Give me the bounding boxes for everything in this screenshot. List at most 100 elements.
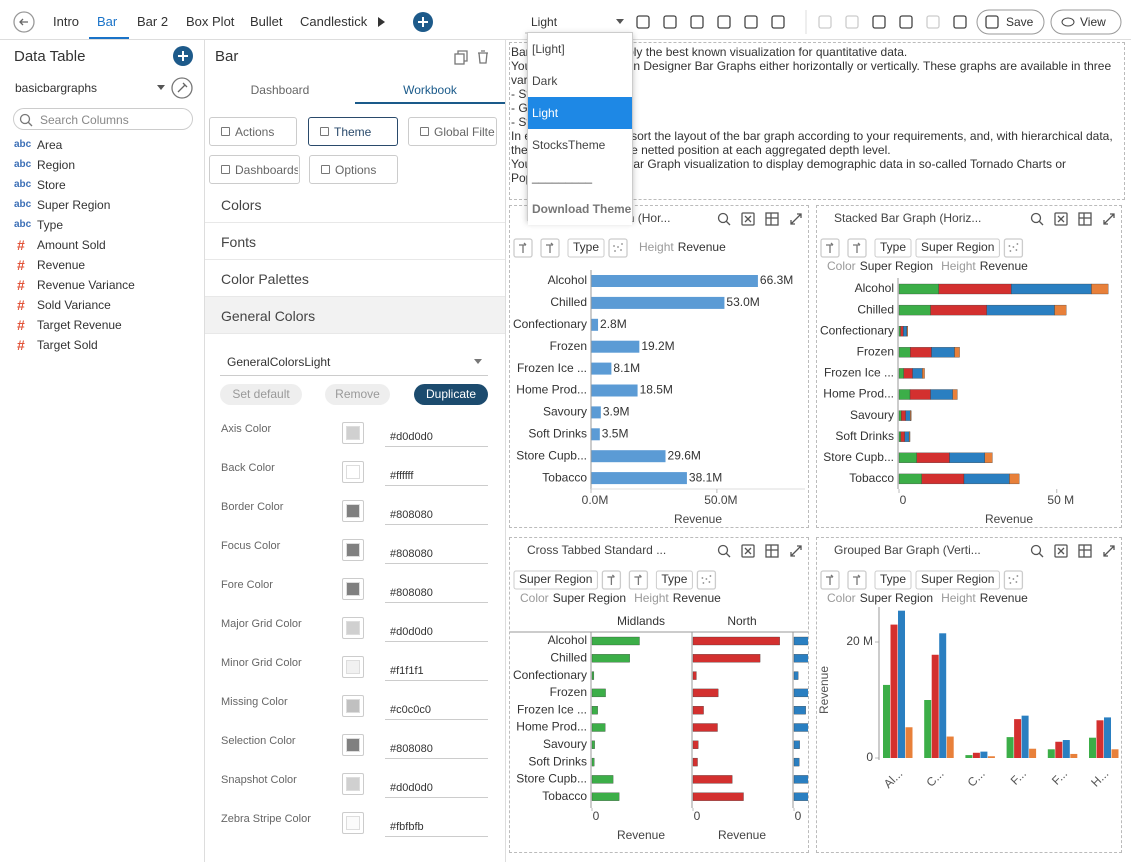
select-underline	[220, 375, 488, 376]
bar	[939, 633, 947, 758]
y-axis-label: Revenue	[817, 666, 831, 714]
bar	[692, 757, 698, 767]
action-button[interactable]: Set default	[220, 384, 302, 405]
column-name[interactable]: Revenue Variance	[37, 278, 135, 292]
property-button[interactable]	[209, 117, 297, 146]
panel-tab[interactable]: Dashboard	[250, 83, 310, 97]
chart-title: Cross Tabbed Standard ...	[527, 543, 666, 557]
panel-tab[interactable]: Workbook	[403, 83, 457, 97]
button-icon	[221, 127, 230, 136]
menu-item[interactable]: Download Theme	[528, 193, 632, 225]
bar	[591, 723, 606, 732]
field-button-label: Super Region	[921, 572, 994, 586]
column-name[interactable]: Target Sold	[37, 338, 98, 352]
icon-part	[845, 15, 859, 29]
category-label: Frozen Ice ...	[824, 366, 894, 380]
section-header[interactable]	[205, 223, 505, 260]
icon-part	[741, 544, 755, 558]
column-name[interactable]: Store	[37, 178, 66, 192]
section-header[interactable]	[205, 297, 505, 334]
icon	[1078, 544, 1092, 558]
icon-part	[620, 249, 622, 251]
column-name[interactable]: Area	[37, 138, 63, 152]
palette-select[interactable]: GeneralColorsLight	[227, 355, 331, 369]
tab[interactable]: Candlestick	[300, 14, 368, 29]
icon	[820, 570, 840, 590]
theme-select[interactable]: Light	[531, 15, 558, 29]
column-type: #	[17, 297, 25, 313]
tab[interactable]: Box Plot	[186, 14, 235, 29]
bar	[692, 792, 744, 801]
field-button[interactable]	[513, 570, 598, 590]
menu-item[interactable]: StocksTheme	[528, 129, 632, 161]
action-button[interactable]: Remove	[325, 384, 390, 405]
section-header[interactable]	[205, 260, 505, 297]
bar	[890, 624, 898, 758]
color-label: Snapshot Color	[221, 774, 297, 786]
icon	[741, 212, 755, 226]
category-label: C...	[965, 766, 988, 789]
icon	[1030, 212, 1044, 226]
category-label: Confectionary	[820, 323, 894, 337]
tab[interactable]: Bullet	[250, 14, 283, 29]
icon-part	[853, 574, 861, 585]
chart: Stacked Bar Graph (Horiz... Type Super Reg…	[820, 211, 1115, 526]
field-button[interactable]	[915, 570, 1000, 590]
icon-part	[744, 547, 752, 555]
icon	[1054, 212, 1068, 226]
bar	[793, 792, 808, 801]
x-axis-label: Revenue	[985, 512, 1033, 526]
section-header[interactable]	[205, 186, 505, 223]
bar-segment	[912, 368, 923, 379]
bar	[793, 654, 808, 663]
search-box[interactable]	[13, 108, 193, 130]
source-select[interactable]: basicbargraphs	[15, 81, 98, 95]
property-button[interactable]	[408, 117, 497, 146]
dashboard-area: Bar Graphs are probably the best known v…	[506, 40, 1131, 862]
menu-item[interactable]: [Light]	[528, 33, 632, 65]
column-name[interactable]: Type	[37, 218, 64, 232]
x-tick-label: 50 M	[1047, 493, 1074, 507]
column-name[interactable]: Revenue	[37, 258, 86, 272]
icon-part	[171, 77, 193, 99]
icon-part	[847, 238, 867, 258]
view-button[interactable]	[1050, 9, 1122, 35]
property-button[interactable]	[309, 155, 398, 184]
x-axis-label: Revenue	[718, 828, 766, 842]
tab[interactable]: Bar 2	[137, 14, 169, 29]
icon	[454, 50, 468, 65]
bar-segment	[909, 389, 931, 400]
bar	[692, 688, 719, 698]
tab[interactable]: Intro	[53, 14, 80, 29]
field-button[interactable]	[567, 238, 605, 258]
field-button[interactable]	[874, 238, 912, 258]
column-name[interactable]: Region	[37, 158, 76, 172]
field-label: Height	[941, 259, 976, 273]
icon	[1103, 545, 1115, 557]
bar	[1021, 715, 1029, 758]
chart-panel: Stacked Bar Graph (Horiz... Type Super Reg…	[816, 205, 1122, 528]
field-button[interactable]	[655, 570, 693, 590]
category-label: Chilled	[550, 650, 587, 664]
category-label: Store Cupb...	[516, 772, 587, 786]
field-button[interactable]	[874, 570, 912, 590]
field-button[interactable]	[915, 238, 1000, 258]
column-name[interactable]: Amount Sold	[37, 238, 106, 252]
color-underline	[385, 485, 488, 486]
bar	[898, 610, 905, 758]
menu-item[interactable]: _________	[528, 161, 632, 193]
column-name[interactable]: Sold Variance	[37, 298, 111, 312]
menu-item[interactable]: Dark	[528, 65, 632, 97]
tab[interactable]: Bar	[97, 14, 118, 29]
column-name[interactable]: Target Revenue	[37, 318, 122, 332]
icon	[13, 11, 35, 33]
field-label: Color	[520, 591, 549, 605]
bar-segment	[922, 368, 925, 379]
bar	[591, 792, 620, 801]
menu-item[interactable]: Light	[528, 97, 632, 129]
column-name[interactable]: Super Region	[37, 198, 111, 212]
icon-part	[1012, 246, 1015, 248]
property-button[interactable]	[308, 117, 398, 146]
action-button[interactable]: Duplicate	[414, 384, 488, 405]
property-button[interactable]	[209, 155, 300, 184]
